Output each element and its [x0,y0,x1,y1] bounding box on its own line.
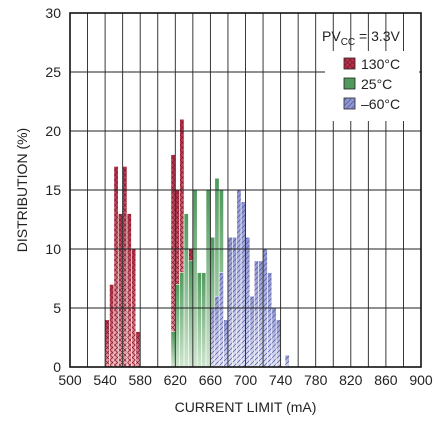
bar-130C-550 [113,166,119,368]
legend-item-25C: 25°C [343,76,392,92]
legend-background [325,51,419,121]
bar-25C-640 [192,189,198,368]
bar-25C-615 [170,331,176,368]
bar-130C-575 [135,331,141,368]
bar-25C-655 [205,189,211,368]
bar-60C-725 [267,272,273,368]
bar-60C-670 [218,272,224,368]
legend-swatch [343,77,356,90]
y-tick-label: 20 [45,123,61,139]
y-axis-label: DISTRIBUTION (%) [14,128,30,252]
bar-25C-625 [179,272,185,368]
bar-25C-650 [201,272,207,368]
plot-frame [69,12,422,368]
bar-60C-665 [214,295,220,368]
bar-60C-690 [236,189,242,368]
plot-border [69,12,422,368]
x-tick-label: 580 [129,372,153,388]
legend-label: 25°C [361,76,392,92]
y-tick-label: 15 [45,182,61,198]
bar-130C-555 [117,213,123,368]
legend: PVCC = 3.3V 130°C 25°C –60°C [322,28,419,121]
x-tick-label: 740 [269,372,293,388]
bar-25C-635 [188,260,194,368]
bar-60C-680 [227,236,233,368]
x-tick-label: 500 [58,372,82,388]
supply-voltage-annotation: PVCC = 3.3V [322,28,401,48]
x-tick-label: 620 [164,372,188,388]
tick-labels: 500 540 580 620 660 700 740 780 820 860 900 0 5 10 15 2… [45,5,432,388]
x-tick-label: 700 [234,372,258,388]
y-tick-label: 5 [53,300,61,316]
legend-label: –60°C [361,96,400,112]
bar-25C-645 [196,272,202,368]
bar-25C-620 [175,284,180,368]
bar-130C-540 [104,319,110,368]
bar-60C-660 [210,307,216,368]
bar-130C-565 [126,213,132,368]
bar-130C-545 [109,284,115,368]
bar-130C-560 [122,166,128,368]
x-tick-label: 900 [409,372,433,388]
bar-60C-745 [284,354,290,368]
x-tick-label: 660 [199,372,223,388]
bar-60C-705 [249,295,255,368]
bar-60C-700 [245,236,251,368]
x-axis-label: CURRENT LIMIT (mA) [175,399,317,415]
bar-60C-715 [258,260,264,368]
bar-60C-685 [232,236,238,368]
y-tick-label: 30 [45,5,61,21]
legend-item-130C: 130°C [343,56,400,72]
grid [70,13,421,367]
x-tick-label: 860 [374,372,398,388]
bar-60C-710 [253,260,259,368]
bar-60C-695 [240,201,246,368]
x-tick-label: 540 [93,372,117,388]
y-tick-label: 0 [53,359,61,375]
legend-label: 130°C [361,56,400,72]
legend-item-60C: –60°C [343,96,400,112]
x-tick-label: 820 [339,372,363,388]
bar-60C-735 [275,319,281,368]
x-tick-label: 780 [304,372,328,388]
bar-25C-630 [183,213,189,368]
y-tick-label: 25 [45,64,61,80]
y-tick-label: 10 [45,241,61,257]
bar-60C-730 [271,307,277,368]
bar-60C-675 [223,319,229,368]
